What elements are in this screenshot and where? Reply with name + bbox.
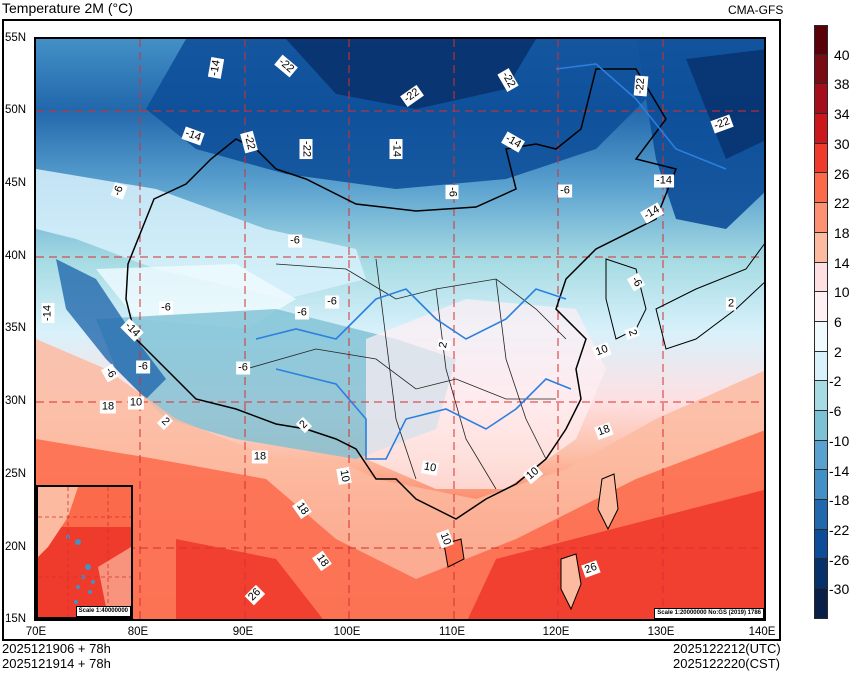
lon-label-130e: 130E [647, 626, 675, 638]
map-scale-label: Scale 1:20000000 No:GS (2019) 1786 [654, 608, 764, 619]
lon-label-110e: 110E [438, 626, 466, 638]
map-field [36, 39, 764, 619]
colorbar-tick-label: 38 [834, 76, 850, 93]
colorbar-tick-label: 34 [834, 106, 850, 123]
colorbar-swatch [814, 262, 828, 293]
contour-label: -14 [389, 139, 403, 159]
contour-label: 2 [436, 338, 452, 352]
lon-label-80e: 80E [127, 626, 149, 638]
colorbar-tick-label: 10 [834, 284, 850, 301]
lon-label-70e: 70E [25, 626, 47, 638]
contour-label: -6 [445, 185, 459, 199]
contour-label: 10 [127, 396, 145, 410]
colorbar-tick-label: -30 [829, 581, 850, 598]
init-time-utc: 2025121906 + 78h [2, 641, 111, 656]
lat-label-55n: 55N [5, 32, 27, 44]
lat-label-30n: 30N [5, 395, 27, 407]
lat-label-15n: 15N [5, 613, 27, 625]
colorbar-tick-label: 2 [834, 343, 842, 360]
contour-label: 18 [251, 450, 269, 464]
colorbar-swatch [814, 232, 828, 263]
temperature-map[interactable]: Scale 1:40000000 Scale 1:20000000 No:GS … [34, 37, 766, 621]
colorbar-tick-label: 6 [834, 314, 842, 330]
lon-label-90e: 90E [232, 626, 254, 638]
colorbar-swatch [814, 381, 828, 411]
colorbar-tick-label: -22 [829, 521, 850, 538]
contour-label: 10 [336, 466, 352, 486]
colorbar-tick-label: -2 [829, 373, 842, 390]
contour-label: -6 [288, 234, 302, 248]
colorbar-swatch [814, 410, 828, 441]
colorbar-swatch [814, 203, 828, 233]
contour-label: 10 [420, 460, 440, 476]
lat-label-25n: 25N [5, 468, 27, 480]
colorbar-tick-label: -6 [829, 403, 842, 420]
colorbar-tick-label: 18 [834, 224, 850, 241]
colorbar-tick-label: -14 [829, 462, 850, 479]
contour-label: -6 [136, 360, 150, 374]
colorbar-tick-label: 40 [834, 46, 850, 63]
inset-scale-label: Scale 1:40000000 [75, 606, 131, 617]
contour-label: -14 [654, 174, 674, 188]
colorbar-swatch [814, 500, 828, 530]
lat-label-35n: 35N [5, 322, 27, 334]
colorbar-tick-label: 26 [834, 165, 850, 182]
colorbar-tick-label: 30 [834, 135, 850, 152]
contour-label: 2 [725, 297, 737, 311]
colorbar-swatch [814, 559, 828, 590]
lat-label-40n: 40N [5, 250, 27, 262]
colorbar-tick-label: -18 [829, 492, 850, 509]
colorbar-swatch [814, 589, 828, 619]
colorbar-swatch [814, 470, 828, 500]
colorbar-swatch [814, 54, 828, 85]
contour-label: -6 [159, 301, 173, 315]
lat-label-50n: 50N [5, 104, 27, 116]
lat-label-45n: 45N [5, 177, 27, 189]
contour-label: -22 [633, 75, 649, 97]
colorbar-tick-label: -10 [829, 432, 850, 449]
colorbar-tick-label: 22 [834, 195, 850, 212]
south-china-sea-inset: Scale 1:40000000 [36, 485, 133, 619]
lon-label-120e: 120E [542, 626, 570, 638]
model-name: CMA-GFS [728, 3, 784, 17]
colorbar-swatch [814, 529, 828, 560]
contour-label: -6 [325, 295, 339, 309]
contour-label: -6 [558, 184, 572, 198]
plot-frame [2, 19, 781, 641]
colorbar-swatch [814, 173, 828, 204]
colorbar [814, 25, 828, 619]
contour-label: -14 [41, 303, 55, 323]
colorbar-swatch [814, 351, 828, 382]
colorbar-swatch [814, 292, 828, 322]
colorbar-swatch [814, 321, 828, 352]
lon-label-100e: 100E [333, 626, 361, 638]
colorbar-swatch [814, 84, 828, 115]
chart-title: Temperature 2M (°C) [2, 0, 133, 16]
contour-label: 18 [99, 400, 117, 414]
valid-time-cst: 2025122220(CST) [673, 656, 780, 671]
valid-time-utc: 2025122212(UTC) [673, 641, 781, 656]
colorbar-tick-label: -26 [829, 551, 850, 568]
colorbar-swatch [814, 440, 828, 471]
contour-label: -22 [299, 139, 313, 159]
colorbar-tick-label: 14 [834, 254, 850, 271]
init-time-cst: 2025121914 + 78h [2, 656, 111, 671]
colorbar-swatch [814, 114, 828, 144]
contour-label: -6 [295, 306, 309, 320]
colorbar-swatch [814, 25, 828, 55]
lon-label-140e: 140E [748, 626, 776, 638]
contour-label: -6 [236, 361, 250, 375]
colorbar-swatch [814, 143, 828, 174]
lat-label-20n: 20N [5, 541, 27, 553]
